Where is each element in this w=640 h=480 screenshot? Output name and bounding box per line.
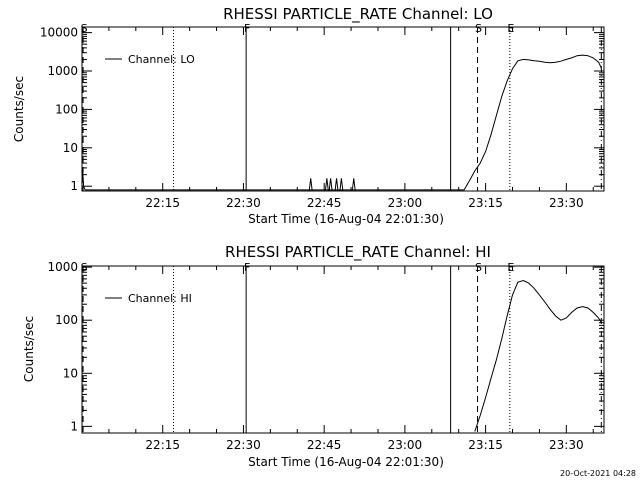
event-marker-hi: E bbox=[507, 261, 514, 274]
chart-title-lo: RHESSI PARTICLE_RATE Channel: LO bbox=[223, 5, 493, 24]
event-marker-lo: S bbox=[475, 22, 482, 35]
x-tick-label-lo: 22:15 bbox=[145, 196, 180, 210]
x-axis-label-lo: Start Time (16-Aug-04 22:01:30) bbox=[248, 212, 444, 226]
y-axis-label-hi: Counts/sec bbox=[22, 316, 36, 382]
x-tick-label-lo: 23:15 bbox=[468, 196, 503, 210]
timestamp-footer: 20-Oct-2021 04:28 bbox=[560, 469, 636, 478]
y-tick-label-hi: 1 bbox=[70, 419, 78, 433]
y-tick-label-lo: 1000 bbox=[47, 64, 78, 78]
x-tick-label-lo: 23:30 bbox=[549, 196, 584, 210]
chart-title-hi: RHESSI PARTICLE_RATE Channel: HI bbox=[225, 243, 491, 262]
axis-ticks-lo: 22:15 22:30 22:45 23:00 23:15 23:30 1 10 100 1000… bbox=[40, 26, 604, 210]
legend-label-lo: Channel: LO bbox=[128, 53, 195, 66]
x-tick-label-hi: 22:45 bbox=[307, 438, 342, 452]
y-tick-label-lo: 10 bbox=[63, 141, 78, 155]
x-tick-label-hi: 23:30 bbox=[549, 438, 584, 452]
panel-hi: RHESSI PARTICLE_RATE Channel: HI Counts/… bbox=[22, 243, 605, 469]
x-tick-label-hi: 22:30 bbox=[226, 438, 261, 452]
series-line-hi bbox=[474, 279, 602, 432]
count-spike-lo bbox=[324, 178, 329, 192]
count-spike-lo bbox=[334, 178, 339, 192]
legend-label-hi: Channel: HI bbox=[128, 292, 192, 305]
count-spike-lo bbox=[308, 178, 313, 192]
event-marker-lo: E bbox=[507, 22, 514, 35]
count-spike-lo bbox=[328, 178, 333, 192]
x-axis-label-hi: Start Time (16-Aug-04 22:01:30) bbox=[248, 455, 444, 469]
plot-frame-lo bbox=[81, 26, 605, 192]
x-tick-label-lo: 22:45 bbox=[307, 196, 342, 210]
y-tick-label-hi: 100 bbox=[55, 313, 78, 327]
y-axis-label-lo: Counts/sec bbox=[12, 76, 26, 142]
y-tick-label-hi: 10 bbox=[63, 366, 78, 380]
x-tick-label-hi: 22:15 bbox=[145, 438, 180, 452]
event-marker-lo: S bbox=[81, 22, 88, 35]
y-tick-label-hi: 1000 bbox=[47, 260, 78, 274]
event-marker-hi: F bbox=[244, 261, 250, 274]
y-tick-label-lo: 100 bbox=[55, 102, 78, 116]
count-spike-lo bbox=[339, 178, 344, 192]
x-tick-label-hi: 23:15 bbox=[468, 438, 503, 452]
event-marker-lo: F bbox=[244, 22, 250, 35]
event-marker-hi: S bbox=[475, 261, 482, 274]
x-tick-label-lo: 23:00 bbox=[388, 196, 423, 210]
axis-ticks-hi: 22:15 22:30 22:45 23:00 23:15 23:30 1 10 100 1000 bbox=[47, 260, 604, 452]
x-tick-label-hi: 23:00 bbox=[388, 438, 423, 452]
x-tick-label-lo: 22:30 bbox=[226, 196, 261, 210]
panel-lo: RHESSI PARTICLE_RATE Channel: LO Counts/… bbox=[12, 5, 605, 226]
y-tick-label-lo: 1 bbox=[70, 179, 78, 193]
plot-frame-hi bbox=[81, 265, 605, 434]
series-line-lo bbox=[82, 54, 602, 191]
data-series-lo bbox=[82, 54, 602, 192]
y-tick-label-lo: 10000 bbox=[40, 26, 78, 40]
data-series-hi bbox=[474, 279, 602, 432]
count-spike-lo bbox=[351, 178, 356, 192]
